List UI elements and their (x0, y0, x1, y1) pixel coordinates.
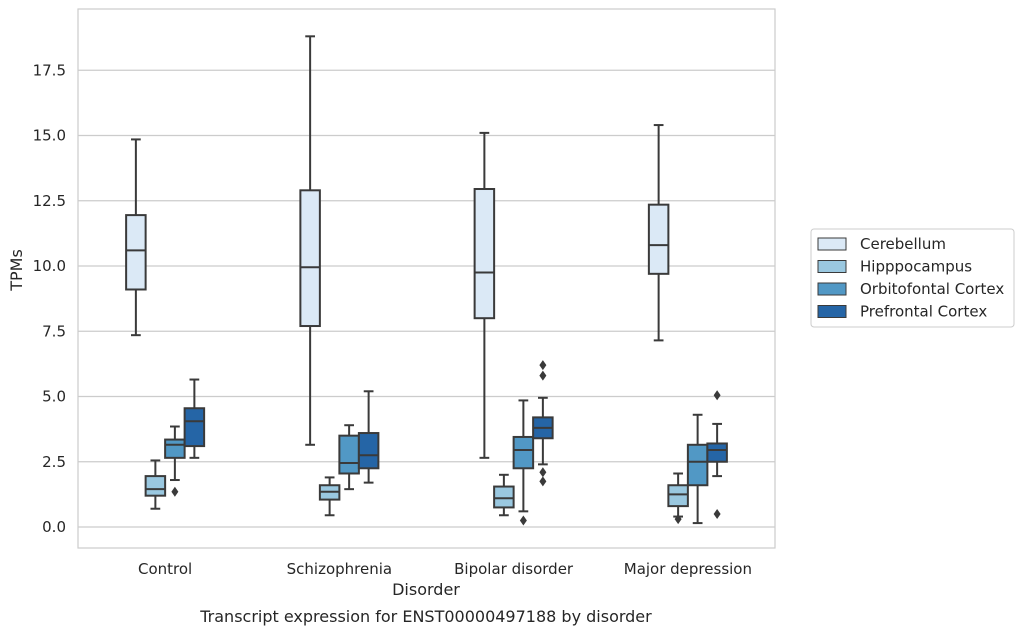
iqr-box (299, 189, 321, 328)
plot-frame (77, 8, 776, 549)
y-tick-label: 7.5 (42, 322, 66, 340)
box-prefrontal-cortex-0 (183, 378, 206, 459)
iqr-box (647, 203, 670, 275)
box-orbitofontal-cortex-1 (338, 424, 360, 491)
legend-label: Hipppocampus (860, 258, 972, 276)
x-tick-label: Bipolar disorder (454, 560, 574, 578)
legend-frame (810, 228, 1015, 328)
y-tick-label: 5.0 (42, 388, 66, 406)
box-prefrontal-cortex-1 (357, 390, 380, 484)
iqr-box (125, 214, 147, 291)
box-cerebellum-3 (647, 124, 670, 342)
y-tick-label: 12.5 (33, 192, 66, 210)
box-orbitofontal-cortex-0 (164, 425, 186, 497)
x-tick-label: Major depression (624, 560, 752, 578)
box-orbitofontal-cortex-2 (512, 399, 535, 526)
legend-swatch (817, 260, 847, 273)
iqr-box (667, 484, 689, 508)
box-cerebellum-0 (125, 138, 147, 337)
legend-label: Prefrontal Cortex (860, 303, 987, 321)
x-tick-label: Schizophrenia (287, 560, 392, 578)
y-tick-label: 2.5 (42, 453, 66, 471)
legend-swatch (817, 237, 847, 251)
outlier-point (539, 476, 547, 487)
iqr-box (144, 475, 167, 497)
outlier-point (674, 514, 682, 525)
box-orbitofontal-cortex-3 (686, 413, 709, 525)
iqr-box (493, 485, 515, 509)
box-cerebellum-2 (473, 131, 496, 459)
x-tick-label: Control (138, 560, 192, 578)
box-hipppocampus-2 (493, 473, 515, 517)
iqr-box (706, 442, 728, 463)
outlier-point (519, 515, 527, 526)
legend-label: Cerebellum (860, 235, 946, 253)
chart-title: Transcript expression for ENST0000049718… (199, 607, 652, 626)
legend-label: Orbitofontal Cortex (860, 280, 1004, 298)
iqr-box (183, 407, 206, 448)
box-hipppocampus-0 (144, 459, 167, 510)
iqr-box (164, 438, 186, 459)
box-hipppocampus-3 (667, 472, 689, 525)
box-prefrontal-cortex-3 (706, 390, 728, 519)
y-tick-label: 15.0 (33, 127, 66, 145)
iqr-box (338, 434, 360, 475)
y-tick-label: 17.5 (33, 61, 66, 79)
x-tick-labels: Control Schizophrenia Bipolar disorder Majo… (138, 560, 752, 578)
legend-swatch (817, 305, 847, 318)
iqr-box (473, 188, 496, 320)
outlier-point (539, 467, 547, 478)
y-tick-label: 0.0 (42, 518, 66, 536)
outlier-point (171, 486, 179, 497)
y-tick-label: 10.0 (33, 257, 66, 275)
box-cerebellum-1 (299, 35, 321, 446)
x-axis-title: Disorder (392, 580, 460, 599)
iqr-box (686, 443, 709, 487)
outlier-point (713, 390, 721, 401)
outlier-point (539, 370, 547, 381)
outlier-point (713, 508, 721, 519)
iqr-box (512, 435, 535, 470)
y-axis-title: TPMs (7, 249, 26, 292)
outlier-point (539, 360, 547, 371)
y-tick-labels: 0.0 2.5 5.0 7.5 10.0 12.5 15.0 17.5 (33, 61, 66, 536)
box-hipppocampus-1 (318, 476, 341, 517)
box-prefrontal-cortex-2 (532, 360, 554, 487)
box-groups (125, 35, 728, 526)
legend-swatch (817, 282, 847, 296)
legend: Cerebellum Hipppocampus Orbitofontal Corte… (810, 228, 1015, 328)
iqr-box (357, 432, 380, 470)
